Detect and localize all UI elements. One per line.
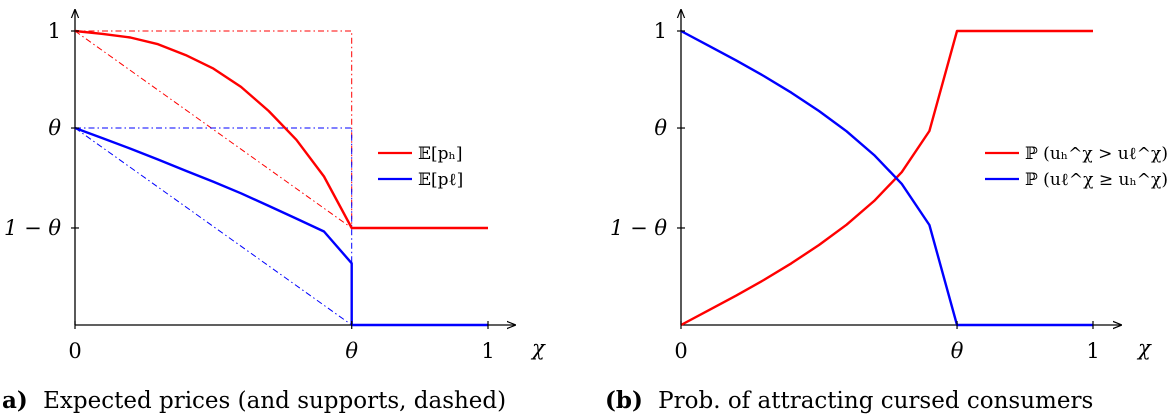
panel-b-caption: (b) Prob. of attracting cursed consumers <box>605 387 1093 414</box>
panel-b-y-tick-label-2: 1 − θ <box>610 216 667 240</box>
panel-b-caption-text: Prob. of attracting cursed consumers <box>658 388 1093 414</box>
panel-a-x-tick-label-0: 0 <box>68 339 81 363</box>
panel-b-y-tick-label-0: 1 <box>654 19 667 43</box>
panel-b-x-tick-label-2: 1 <box>1086 339 1099 363</box>
panel-a-caption-label: a) <box>2 387 28 414</box>
panel-a-x-label: χ <box>530 336 546 360</box>
panel-b-series-l-line <box>680 29 1093 327</box>
panel-a-x-tick-label-2: 1 <box>481 339 494 363</box>
panel-a-y-tick-label-1: θ <box>48 116 61 140</box>
panel-b-legend-label-l: ℙ (uℓ^χ ≥ uₕ^χ) <box>1025 170 1168 190</box>
panel-a-support-line-2 <box>75 127 353 325</box>
panel-b-legend-label-h: ℙ (uₕ^χ > uℓ^χ) <box>1025 144 1168 164</box>
panel-b-x-tick-label-1: θ <box>951 339 964 363</box>
panel-a-series-l-line <box>74 126 488 327</box>
panel-a-y-tick-label-0: 1 <box>48 19 61 43</box>
panel-b-x-label: χ <box>1136 336 1152 360</box>
panel-a-legend-label-h: 𝔼[pₕ] <box>418 144 462 164</box>
panel-b-y-tick-label-1: θ <box>654 116 667 140</box>
panel-a-support-line-1 <box>74 30 352 229</box>
panel-a-chart: 0 θ 1 1 θ 1 − θ χ 𝔼[pₕ] 𝔼[pℓ] a) Expected pri… <box>2 10 546 414</box>
panel-a-caption-text: Expected prices (and supports, dashed) <box>43 388 506 414</box>
panel-a-x-tick-label-1: θ <box>345 339 358 363</box>
panel-a-series-h-line <box>74 29 488 230</box>
panel-b-x-tick-label-0: 0 <box>674 339 687 363</box>
panel-a-caption: a) Expected prices (and supports, dashed… <box>2 387 506 414</box>
panel-a-y-tick-label-2: 1 − θ <box>4 216 61 240</box>
panel-a-legend-label-l: 𝔼[pℓ] <box>418 170 463 190</box>
panel-b-legend: ℙ (uₕ^χ > uℓ^χ) ℙ (uℓ^χ ≥ uₕ^χ) <box>985 144 1168 190</box>
panel-b-chart: 0 θ 1 1 θ 1 − θ χ ℙ (uₕ^χ > uℓ^χ) ℙ (uℓ^χ ≥ u… <box>605 10 1168 414</box>
panel-a-legend: 𝔼[pₕ] 𝔼[pℓ] <box>378 144 463 190</box>
panel-b-caption-label: (b) <box>605 387 643 414</box>
panel-a-support-line-3 <box>74 127 352 326</box>
panel-b-series-h-line <box>680 29 1093 327</box>
